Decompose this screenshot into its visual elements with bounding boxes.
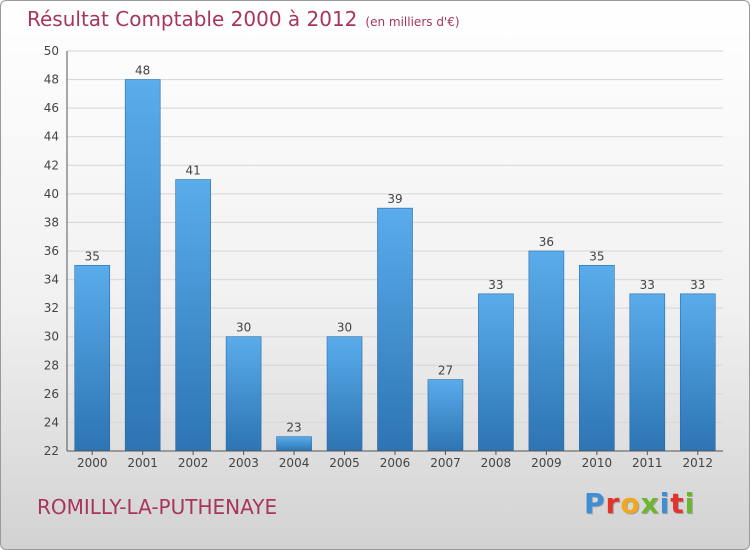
data-label-2002: 41 — [186, 164, 201, 178]
x-tick-label-2010: 2010 — [582, 456, 613, 470]
bar-2000 — [74, 264, 111, 452]
x-tick-label-2007: 2007 — [430, 456, 461, 470]
y-tick-label: 36 — [44, 244, 59, 258]
x-tick-label-2005: 2005 — [329, 456, 360, 470]
y-tick-label: 28 — [44, 358, 59, 372]
y-tick-label: 42 — [44, 158, 59, 172]
x-tick-label-2004: 2004 — [279, 456, 310, 470]
x-tick-label-2008: 2008 — [481, 456, 512, 470]
chart-title: Résultat Comptable 2000 à 2012 (en millie… — [27, 7, 460, 31]
data-label-2005: 30 — [337, 321, 352, 335]
x-tick-label-2002: 2002 — [178, 456, 209, 470]
y-tick-label: 22 — [44, 444, 59, 458]
logo-letter: r — [605, 487, 621, 520]
bar-2004 — [276, 436, 312, 452]
chart-title-text: Résultat Comptable 2000 à 2012 — [27, 7, 358, 31]
y-tick-label: 50 — [44, 44, 59, 58]
logo-letter: i — [684, 487, 696, 520]
data-label-2007: 27 — [438, 364, 453, 378]
y-tick-label: 44 — [44, 130, 59, 144]
y-tick-label: 46 — [44, 101, 59, 115]
data-label-2006: 39 — [387, 192, 402, 206]
data-label-2009: 36 — [539, 235, 554, 249]
x-tick-label-2011: 2011 — [632, 456, 663, 470]
bar-2008 — [478, 293, 514, 452]
data-label-2012: 33 — [690, 278, 705, 292]
x-tick-label-2006: 2006 — [380, 456, 411, 470]
data-label-2008: 33 — [488, 278, 503, 292]
data-label-2003: 30 — [236, 321, 251, 335]
x-tick-label-2009: 2009 — [531, 456, 562, 470]
bar-2007 — [427, 379, 464, 452]
y-tick-label: 26 — [44, 387, 59, 401]
bar-2006 — [377, 207, 413, 452]
data-label-2000: 35 — [85, 249, 100, 263]
bar-layer — [74, 79, 716, 452]
x-tick-label-2012: 2012 — [682, 456, 713, 470]
data-label-2001: 48 — [135, 64, 150, 78]
axis-layer: 22 24 26 28 30 32 34 36 38 40 42 44 46 48 50 2000 2001 20… — [44, 44, 723, 470]
x-tick-label-2000: 2000 — [77, 456, 108, 470]
y-tick-label: 30 — [44, 330, 59, 344]
bar-2009 — [528, 250, 565, 452]
bar-2012 — [679, 293, 716, 452]
bar-2005 — [326, 336, 363, 452]
bar-2011 — [629, 293, 666, 452]
bar-2002 — [175, 179, 211, 452]
data-label-2010: 35 — [589, 249, 604, 263]
y-tick-label: 32 — [44, 301, 59, 315]
y-tick-label: 48 — [44, 73, 59, 87]
logo-letter: i — [659, 487, 671, 520]
commune-name: ROMILLY-LA-PUTHENAYE — [37, 495, 278, 519]
proxiti-logo: Proxiti — [584, 487, 695, 520]
logo-letter: o — [620, 487, 641, 520]
chart-unit: (en milliers d'€) — [365, 15, 460, 29]
y-tick-label: 38 — [44, 215, 59, 229]
logo-letter: P — [584, 487, 606, 520]
bar-2001 — [124, 79, 161, 452]
bar-2010 — [579, 264, 615, 452]
data-label-2011: 33 — [640, 278, 655, 292]
data-label-2004: 23 — [286, 421, 301, 435]
x-tick-label-2001: 2001 — [127, 456, 158, 470]
x-tick-label-2003: 2003 — [228, 456, 259, 470]
bar-2003 — [225, 336, 262, 452]
logo-letter: t — [670, 487, 685, 520]
y-tick-label: 40 — [44, 187, 59, 201]
logo-letter: x — [640, 487, 660, 520]
y-tick-label: 34 — [44, 273, 59, 287]
y-tick-label: 24 — [44, 415, 59, 429]
label-layer: 35 48 41 30 23 30 39 27 33 36 35 33 33 — [85, 64, 706, 435]
